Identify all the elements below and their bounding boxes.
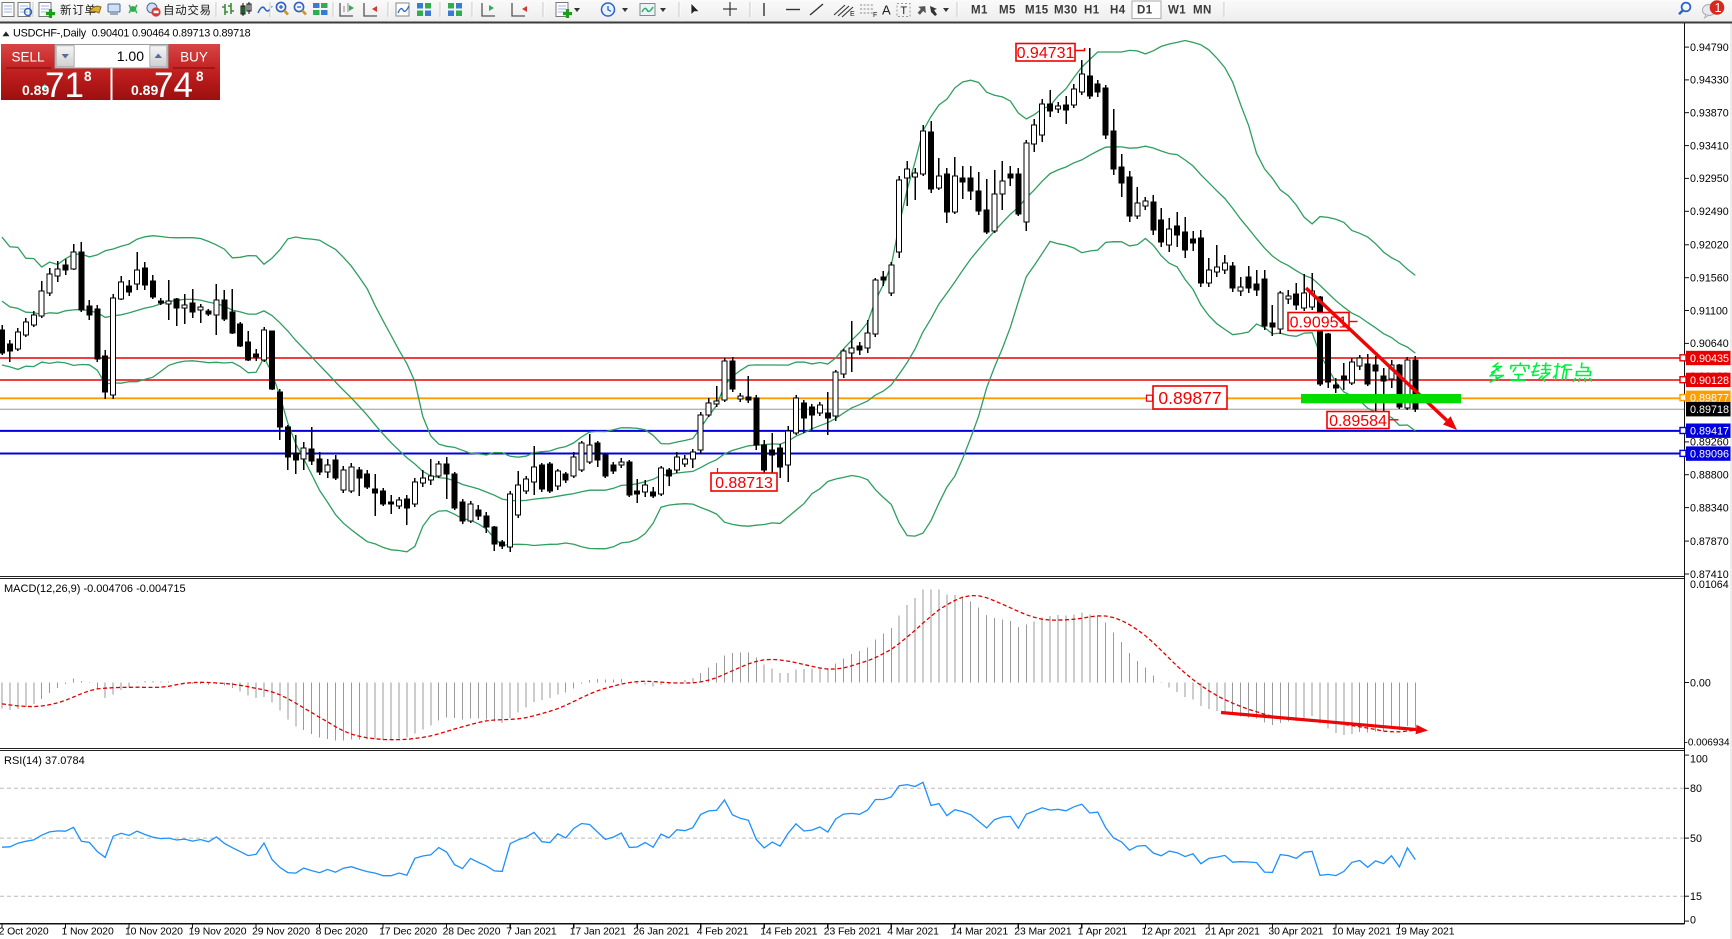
svg-text:14 Mar 2021: 14 Mar 2021 xyxy=(951,927,1009,938)
svg-text:F: F xyxy=(873,12,877,19)
svg-text:0.89417: 0.89417 xyxy=(1690,426,1729,438)
svg-text:MACD(12,26,9) -0.004706 -0.004: MACD(12,26,9) -0.004706 -0.004715 xyxy=(4,583,186,595)
svg-text:8 Dec 2020: 8 Dec 2020 xyxy=(316,927,368,938)
svg-text:7 Jan 2021: 7 Jan 2021 xyxy=(506,927,557,938)
svg-text:0.88340: 0.88340 xyxy=(1690,502,1729,514)
svg-text:0.89718: 0.89718 xyxy=(1690,404,1729,416)
svg-text:50: 50 xyxy=(1690,833,1702,845)
svg-text:19 May 2021: 19 May 2021 xyxy=(1395,927,1454,938)
svg-text:M5: M5 xyxy=(999,5,1016,17)
svg-text:E: E xyxy=(850,11,855,18)
svg-text:新订单: 新订单 xyxy=(60,3,96,17)
svg-text:D1: D1 xyxy=(1137,5,1153,17)
svg-text:0.92020: 0.92020 xyxy=(1690,240,1729,252)
svg-text:19 Nov 2020: 19 Nov 2020 xyxy=(189,927,247,938)
svg-text:74: 74 xyxy=(154,66,193,105)
svg-text:1 Nov 2020: 1 Nov 2020 xyxy=(62,927,114,938)
svg-text:15: 15 xyxy=(1690,891,1702,903)
svg-text:A: A xyxy=(882,3,891,18)
svg-text:29 Nov 2020: 29 Nov 2020 xyxy=(252,927,310,938)
svg-text:0.89: 0.89 xyxy=(22,82,49,98)
svg-text:0.89584: 0.89584 xyxy=(1329,413,1387,430)
svg-text:-0.006934: -0.006934 xyxy=(1685,737,1730,748)
svg-text:0.91560: 0.91560 xyxy=(1690,273,1729,285)
svg-text:T: T xyxy=(900,5,907,17)
svg-text:100: 100 xyxy=(1690,753,1708,765)
svg-text:SELL: SELL xyxy=(11,50,45,65)
svg-text:4 Mar 2021: 4 Mar 2021 xyxy=(887,927,939,938)
svg-text:0.89877: 0.89877 xyxy=(1690,393,1729,405)
svg-text:MN: MN xyxy=(1193,5,1212,17)
svg-text:BUY: BUY xyxy=(180,50,208,65)
svg-text:M1: M1 xyxy=(971,5,988,17)
svg-text:M30: M30 xyxy=(1054,5,1078,17)
svg-text:RSI(14) 37.0784: RSI(14) 37.0784 xyxy=(4,755,85,767)
svg-text:17 Dec 2020: 17 Dec 2020 xyxy=(379,927,437,938)
svg-text:71: 71 xyxy=(45,66,84,105)
svg-text:23 Mar 2021: 23 Mar 2021 xyxy=(1014,927,1072,938)
svg-text:M15: M15 xyxy=(1025,5,1049,17)
svg-text:1 Apr 2021: 1 Apr 2021 xyxy=(1078,927,1128,938)
svg-text:0.01064: 0.01064 xyxy=(1690,579,1729,591)
svg-text:0.88713: 0.88713 xyxy=(715,475,773,492)
svg-text:0.00: 0.00 xyxy=(1690,677,1711,689)
svg-text:0.94731: 0.94731 xyxy=(1017,45,1075,62)
svg-text:12 Apr 2021: 12 Apr 2021 xyxy=(1141,927,1196,938)
svg-text:0.89877: 0.89877 xyxy=(1158,388,1221,408)
svg-text:0.93410: 0.93410 xyxy=(1690,140,1729,152)
svg-text:W1: W1 xyxy=(1168,5,1186,17)
svg-text:4 Feb 2021: 4 Feb 2021 xyxy=(697,927,749,938)
svg-text:0.87410: 0.87410 xyxy=(1690,569,1729,581)
svg-text:0.89096: 0.89096 xyxy=(1690,449,1729,461)
svg-text:23 Feb 2021: 23 Feb 2021 xyxy=(824,927,882,938)
svg-text:自动交易: 自动交易 xyxy=(163,3,211,17)
svg-text:22 Oct 2020: 22 Oct 2020 xyxy=(0,927,49,938)
svg-text:H1: H1 xyxy=(1084,5,1100,17)
svg-text:17 Jan 2021: 17 Jan 2021 xyxy=(570,927,626,938)
svg-text:0.92490: 0.92490 xyxy=(1690,206,1729,218)
svg-text:H4: H4 xyxy=(1110,5,1126,17)
svg-text:21 Apr 2021: 21 Apr 2021 xyxy=(1205,927,1260,938)
svg-text:8: 8 xyxy=(84,69,92,84)
svg-text:0.91100: 0.91100 xyxy=(1690,305,1728,317)
svg-text:28 Dec 2020: 28 Dec 2020 xyxy=(443,927,501,938)
svg-text:10 Nov 2020: 10 Nov 2020 xyxy=(125,927,183,938)
svg-text:0.93870: 0.93870 xyxy=(1690,108,1729,120)
svg-text:0.88800: 0.88800 xyxy=(1690,470,1729,482)
svg-text:0.90435: 0.90435 xyxy=(1690,353,1729,365)
svg-text:80: 80 xyxy=(1690,783,1702,795)
svg-text:0.92950: 0.92950 xyxy=(1690,173,1729,185)
svg-text:8: 8 xyxy=(196,69,204,84)
svg-text:1: 1 xyxy=(1715,1,1722,15)
svg-text:0.87870: 0.87870 xyxy=(1690,536,1729,548)
svg-text:0.90640: 0.90640 xyxy=(1690,338,1729,350)
svg-text:26 Jan 2021: 26 Jan 2021 xyxy=(633,927,689,938)
svg-text:30 Apr 2021: 30 Apr 2021 xyxy=(1268,927,1323,938)
svg-text:14 Feb 2021: 14 Feb 2021 xyxy=(760,927,818,938)
svg-text:0: 0 xyxy=(1690,914,1696,926)
svg-text:0.90951: 0.90951 xyxy=(1290,314,1348,331)
svg-text:0.89260: 0.89260 xyxy=(1690,437,1729,449)
svg-text:0.94330: 0.94330 xyxy=(1690,75,1729,87)
svg-text:0.90128: 0.90128 xyxy=(1690,375,1729,387)
svg-text:USDCHF-,Daily 0.90401 0.90464: USDCHF-,Daily 0.90401 0.90464 0.89713 0.… xyxy=(13,27,251,39)
svg-text:10 May 2021: 10 May 2021 xyxy=(1332,927,1391,938)
svg-text:0.94790: 0.94790 xyxy=(1690,42,1729,54)
svg-text:0.89: 0.89 xyxy=(131,82,158,98)
svg-text:1.00: 1.00 xyxy=(117,48,144,64)
